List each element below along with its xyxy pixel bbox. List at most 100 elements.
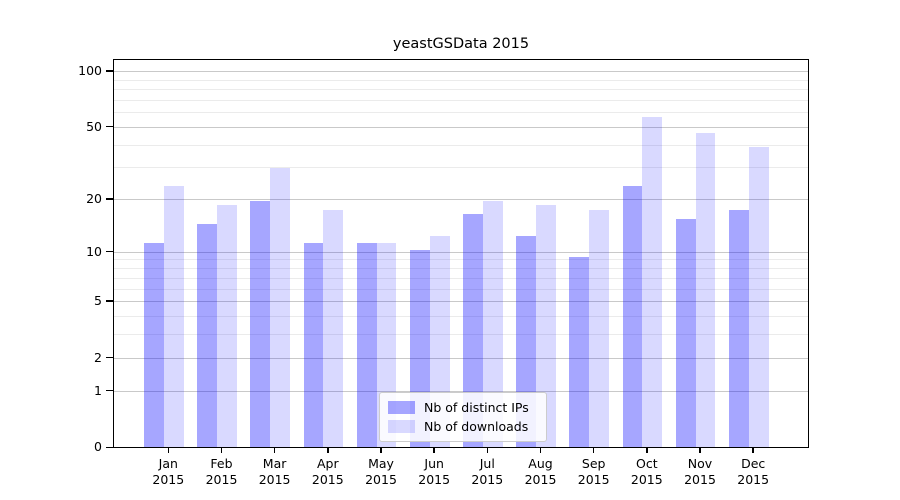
y-axis-tick xyxy=(106,70,113,72)
minor-gridline xyxy=(114,334,808,336)
legend-swatch-distinct-ips xyxy=(388,401,415,414)
y-axis-tick xyxy=(106,125,113,128)
legend-swatch-downloads xyxy=(388,420,415,433)
x-axis-tick xyxy=(220,447,223,454)
plot-area: 100 50 20 10 5 2 1 0 Jan 2015 Feb 2015 Mar 2015 Apr 201… xyxy=(78,59,809,487)
major-gridline xyxy=(114,251,808,253)
x-axis-tick xyxy=(380,447,382,454)
major-gridline xyxy=(114,357,808,359)
minor-gridline xyxy=(114,259,808,261)
y-axis-tick xyxy=(106,356,113,359)
x-axis-tick-label: May 2015 xyxy=(349,456,413,488)
minor-gridline xyxy=(114,268,808,269)
minor-gridline xyxy=(114,167,808,169)
bar-distinct-ips xyxy=(622,186,643,447)
x-axis-tick-label: Nov 2015 xyxy=(668,456,732,488)
x-axis-tick-year: 2015 xyxy=(471,472,504,487)
major-gridline xyxy=(114,301,808,302)
y-axis-tick-label: 100 xyxy=(78,63,102,78)
major-gridline xyxy=(114,126,808,128)
y-axis-tick-label: 20 xyxy=(86,191,102,206)
x-axis-tick-label: Jul 2015 xyxy=(455,456,519,488)
x-axis-tick-year: 2015 xyxy=(684,472,716,487)
chart-title: yeastGSData 2015 xyxy=(392,36,530,52)
bar-distinct-ips xyxy=(728,209,749,447)
minor-gridline xyxy=(114,277,808,279)
bar-distinct-ips xyxy=(197,224,218,447)
x-axis-tick-label: Oct 2015 xyxy=(615,456,679,488)
y-axis-tick-label: 50 xyxy=(86,118,102,134)
legend-label-downloads: Nb of downloads xyxy=(424,419,529,434)
x-axis-tick xyxy=(167,447,170,454)
minor-gridline xyxy=(114,315,808,317)
bar-distinct-ips xyxy=(463,214,483,447)
x-axis-tick xyxy=(327,447,329,454)
x-axis-tick xyxy=(539,447,542,454)
x-axis-tick-label: Feb 2015 xyxy=(190,456,254,488)
bar-downloads xyxy=(748,146,769,447)
minor-gridline xyxy=(114,112,808,114)
major-gridline xyxy=(114,71,808,72)
legend-row-distinct-ips: Nb of distinct IPs xyxy=(388,398,538,417)
y-axis-tick-label: 1 xyxy=(94,382,102,398)
bar-downloads xyxy=(482,200,503,447)
x-axis-tick-label: Jun 2015 xyxy=(402,456,466,488)
x-axis-tick-label: Mar 2015 xyxy=(243,456,307,488)
bar-distinct-ips xyxy=(675,219,696,447)
bar-downloads xyxy=(217,205,237,447)
y-axis-tick-label: 2 xyxy=(94,349,102,365)
bar-distinct-ips xyxy=(356,242,377,447)
major-gridline xyxy=(114,390,808,392)
x-axis-tick-label: Apr 2015 xyxy=(296,456,360,488)
x-axis-tick xyxy=(486,447,489,454)
x-axis-tick-year: 2015 xyxy=(311,472,344,487)
legend: Nb of distinct IPs Nb of downloads xyxy=(379,392,547,442)
x-axis-tick-year: 2015 xyxy=(365,472,397,487)
bar-downloads xyxy=(642,117,663,447)
y-axis-tick xyxy=(106,250,113,253)
x-axis-tick-year: 2015 xyxy=(418,472,451,487)
x-axis-tick-year: 2015 xyxy=(524,472,557,487)
bar-distinct-ips xyxy=(144,242,164,447)
x-axis-tick-label: Dec 2015 xyxy=(721,456,785,488)
bar-downloads xyxy=(589,209,610,447)
bar-downloads xyxy=(323,209,344,447)
minor-gridline xyxy=(114,99,808,101)
x-axis-tick xyxy=(273,447,276,454)
x-axis-tick-label: Jan 2015 xyxy=(136,456,200,488)
x-axis-tick-year: 2015 xyxy=(205,472,238,487)
bar-downloads xyxy=(695,133,716,447)
y-axis-tick xyxy=(106,198,113,200)
x-axis-tick-year: 2015 xyxy=(258,472,291,487)
y-axis-tick-label: 0 xyxy=(94,439,102,455)
y-axis-tick-label: 5 xyxy=(94,293,102,308)
y-axis-tick-label: 10 xyxy=(86,243,102,259)
y-axis-tick xyxy=(106,446,113,449)
x-axis-tick-year: 2015 xyxy=(630,472,663,487)
y-axis-tick xyxy=(106,300,113,302)
x-axis-tick xyxy=(699,447,701,454)
x-axis-tick-year: 2015 xyxy=(152,472,185,487)
bar-distinct-ips xyxy=(569,257,590,447)
legend-row-downloads: Nb of downloads xyxy=(388,417,538,436)
bar-distinct-ips xyxy=(250,200,271,447)
minor-gridline xyxy=(114,144,808,146)
x-axis-tick-label: Aug 2015 xyxy=(509,456,573,488)
bar-downloads xyxy=(536,205,556,447)
bar-downloads xyxy=(163,186,184,447)
minor-gridline xyxy=(114,79,808,81)
bar-distinct-ips xyxy=(303,242,324,447)
legend-label-distinct-ips: Nb of distinct IPs xyxy=(424,400,529,415)
x-axis-tick xyxy=(646,447,648,454)
minor-gridline xyxy=(114,89,808,90)
x-axis-tick-label: Sep 2015 xyxy=(562,456,626,488)
x-axis-tick xyxy=(592,447,595,454)
bar-downloads xyxy=(270,167,291,447)
x-axis-tick-year: 2015 xyxy=(737,472,770,487)
y-axis-tick xyxy=(106,389,113,392)
x-axis-tick xyxy=(752,447,754,454)
x-axis-tick-year: 2015 xyxy=(577,472,610,487)
minor-gridline xyxy=(114,288,808,290)
x-axis-tick xyxy=(433,447,435,454)
